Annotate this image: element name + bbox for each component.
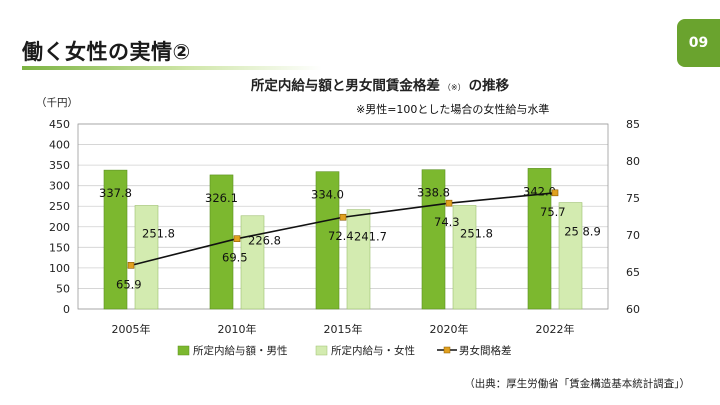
bar-male xyxy=(315,171,340,310)
right-tick-label: 60 xyxy=(626,303,640,316)
left-tick-label: 350 xyxy=(49,159,70,172)
gap-label: 69.5 xyxy=(222,251,248,265)
bar-female xyxy=(452,205,477,310)
right-tick-label: 65 xyxy=(626,266,640,279)
x-tick-label: 2015年 xyxy=(324,322,363,336)
bar-label-female: 25 8.9 xyxy=(564,225,601,239)
source-citation: （出典：厚生労働省「賃金構造基本統計調査」） xyxy=(464,378,690,390)
gap-marker xyxy=(551,189,559,197)
legend-label-gap: 男女間格差 xyxy=(459,344,512,357)
bar-male xyxy=(527,168,552,310)
chart-title-note: （※） xyxy=(442,83,466,92)
right-tick-label: 80 xyxy=(626,155,640,168)
bar-label-male: 338.8 xyxy=(417,186,450,200)
bar-label-female: 251.8 xyxy=(142,227,175,241)
x-tick-label: 2010年 xyxy=(218,322,257,336)
left-tick-label: 150 xyxy=(49,241,70,254)
bar-female xyxy=(346,209,371,310)
bar-female xyxy=(134,205,159,310)
legend-marker-gap xyxy=(443,346,451,354)
left-tick-label: 400 xyxy=(49,139,70,152)
bar-label-male: 337.8 xyxy=(99,186,132,200)
x-tick-label: 2020年 xyxy=(430,322,469,336)
page-number-badge: 09 xyxy=(677,19,720,67)
legend-swatch-male xyxy=(177,345,190,356)
gap-marker xyxy=(233,235,241,242)
title-underline xyxy=(22,66,322,70)
gap-marker xyxy=(127,262,135,269)
bar-label-female: 251.8 xyxy=(460,227,493,241)
left-tick-label: 300 xyxy=(49,180,70,193)
bar-label-male: 326.1 xyxy=(205,191,238,205)
x-tick-label: 2022年 xyxy=(536,322,575,336)
bar-label-male: 342.0 xyxy=(523,184,556,198)
y-axis-label: （千円） xyxy=(36,97,78,109)
left-tick-label: 100 xyxy=(49,262,70,275)
chart-subtitle: ※男性=100とした場合の女性給与水準 xyxy=(356,103,550,116)
slide-title: 働く女性の実情② xyxy=(22,40,191,64)
bar-label-male: 334.0 xyxy=(311,188,344,202)
gap-marker xyxy=(445,199,453,207)
chart-title: 所定内給与額と男女間賃金格差 （※） の推移 xyxy=(0,74,720,94)
right-tick-label: 85 xyxy=(626,118,640,131)
left-tick-label: 0 xyxy=(63,303,70,316)
chart-title-main: 所定内給与額と男女間賃金格差 xyxy=(250,78,440,94)
left-tick-label: 450 xyxy=(49,118,70,131)
bar-female xyxy=(558,202,583,310)
plot-frame xyxy=(77,123,609,310)
gap-label: 72.4 xyxy=(328,229,354,243)
left-tick-label: 50 xyxy=(56,282,70,295)
x-tick-label: 2005年 xyxy=(112,322,151,336)
bar-male xyxy=(103,169,128,310)
left-tick-label: 200 xyxy=(49,221,70,234)
gap-marker xyxy=(339,213,347,221)
legend-swatch-female xyxy=(315,345,328,356)
right-tick-label: 75 xyxy=(626,192,640,205)
left-tick-label: 250 xyxy=(49,200,70,213)
gap-label: 74.3 xyxy=(434,215,460,229)
gap-label: 65.9 xyxy=(116,277,142,291)
legend-label-female: 所定内給与・女性 xyxy=(331,344,415,357)
legend-label-male: 所定内給与額・男性 xyxy=(193,344,288,357)
gap-label: 75.7 xyxy=(540,205,566,219)
bar-label-female: 241.7 xyxy=(354,229,387,243)
right-tick-label: 70 xyxy=(626,229,640,242)
bar-female xyxy=(240,215,265,310)
chart-title-suffix: の推移 xyxy=(468,78,510,94)
bar-label-female: 226.8 xyxy=(248,234,281,248)
